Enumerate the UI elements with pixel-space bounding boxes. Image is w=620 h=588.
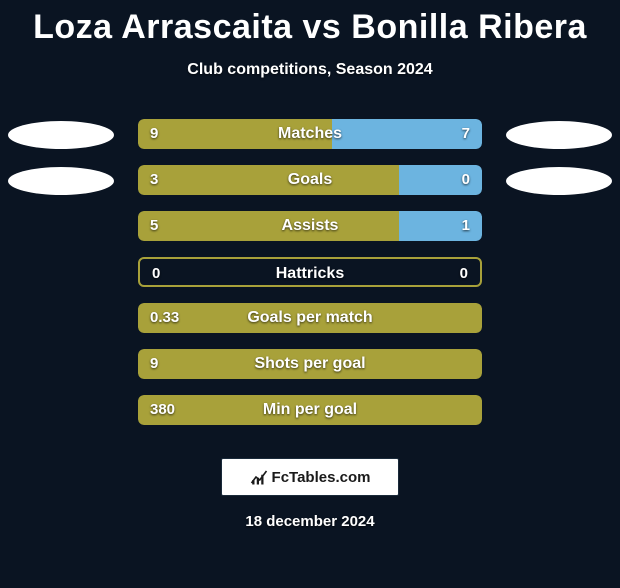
watermark-text: FcTables.com <box>272 469 371 486</box>
watermark-badge: FcTables.com <box>221 458 399 496</box>
stat-row: 97Matches <box>0 117 620 163</box>
stat-label: Shots per goal <box>138 349 482 379</box>
stat-row: 00Hattricks <box>0 255 620 301</box>
player-right-marker <box>506 121 612 149</box>
page-subtitle: Club competitions, Season 2024 <box>0 61 620 79</box>
stat-bar-track: 51Assists <box>138 211 482 241</box>
stat-label: Hattricks <box>140 259 480 287</box>
player-left-marker <box>8 167 114 195</box>
player-right-marker <box>506 167 612 195</box>
stat-label: Min per goal <box>138 395 482 425</box>
stat-label: Matches <box>138 119 482 149</box>
stat-row: 380Min per goal <box>0 393 620 439</box>
stat-label: Assists <box>138 211 482 241</box>
page-title: Loza Arrascaita vs Bonilla Ribera <box>0 8 620 47</box>
stat-label: Goals <box>138 165 482 195</box>
stat-row: 0.33Goals per match <box>0 301 620 347</box>
stat-bar-track: 9Shots per goal <box>138 349 482 379</box>
stat-bar-track: 380Min per goal <box>138 395 482 425</box>
player-left-marker <box>8 121 114 149</box>
stat-bar-track: 97Matches <box>138 119 482 149</box>
stat-row: 30Goals <box>0 163 620 209</box>
stat-row: 9Shots per goal <box>0 347 620 393</box>
comparison-chart: 97Matches 30Goals 51Assists 00Hattricks 0.33… <box>0 117 620 439</box>
stat-bar-track: 30Goals <box>138 165 482 195</box>
stat-row: 51Assists <box>0 209 620 255</box>
stat-label: Goals per match <box>138 303 482 333</box>
stat-bar-track: 00Hattricks <box>138 257 482 287</box>
stat-bar-track: 0.33Goals per match <box>138 303 482 333</box>
date-line: 18 december 2024 <box>0 513 620 530</box>
chart-icon <box>250 468 268 486</box>
